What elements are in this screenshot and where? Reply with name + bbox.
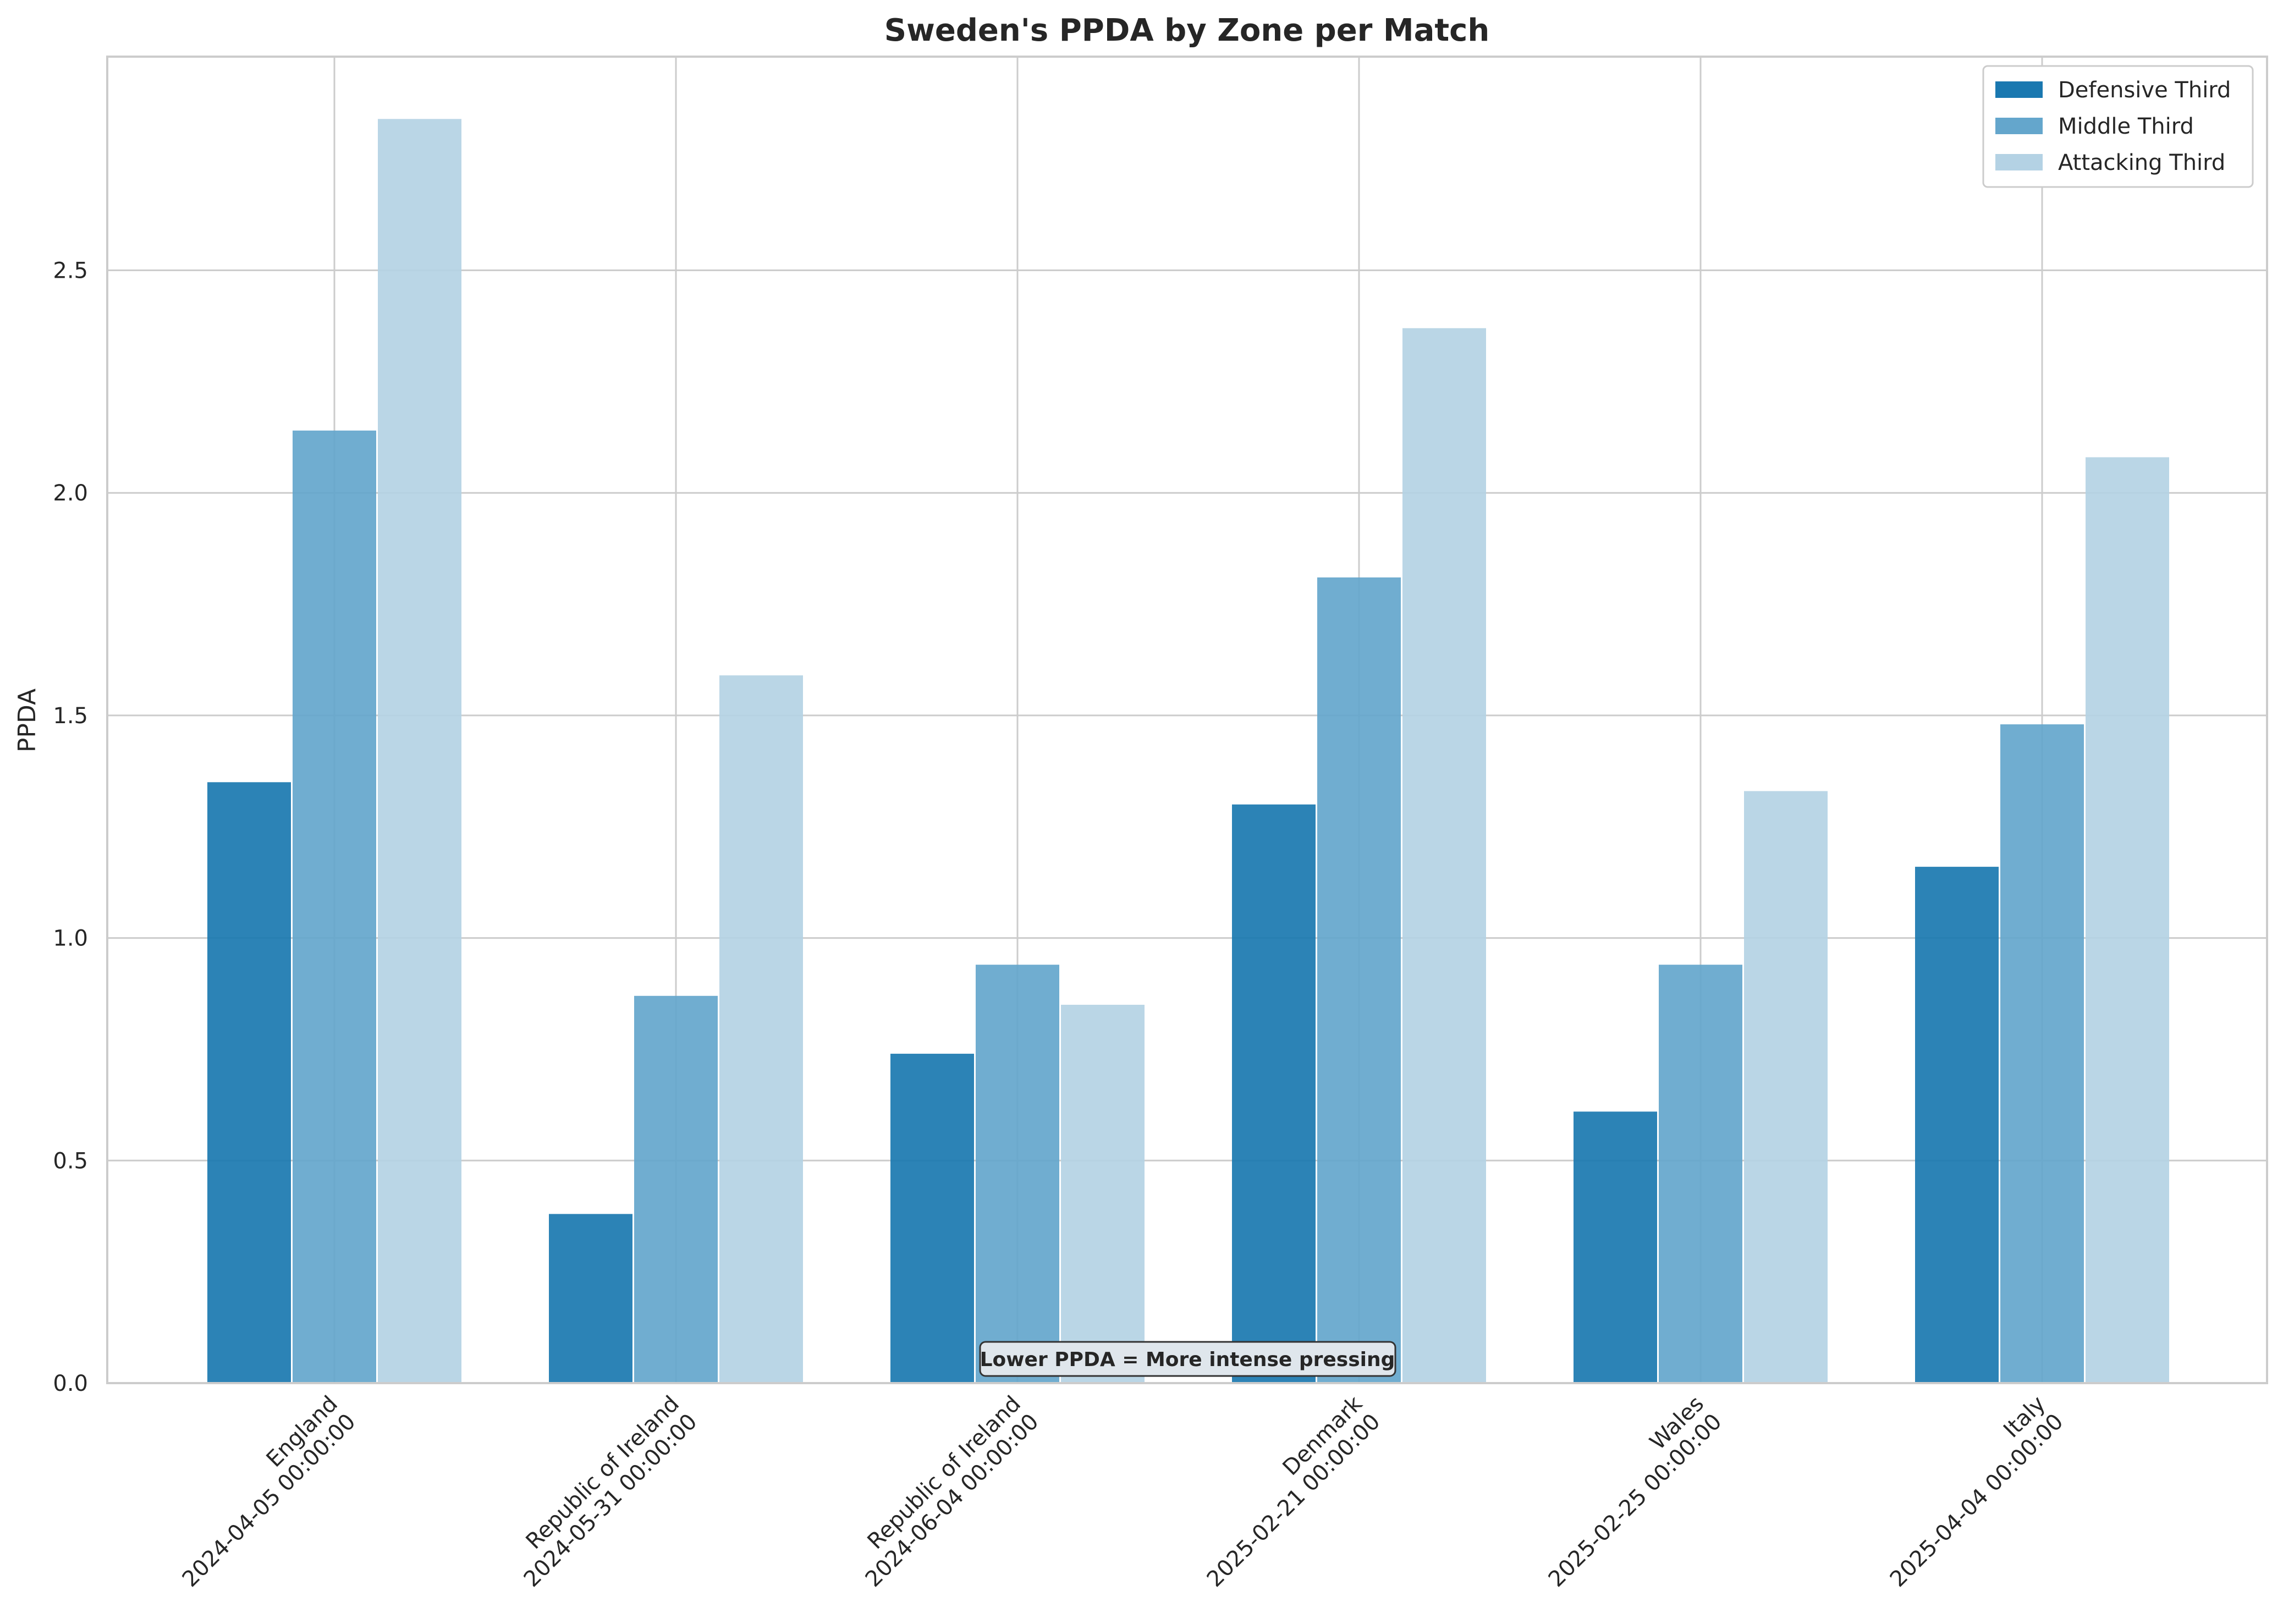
x-tick-label-date: 2025-02-21 00:00:00 [1202, 1409, 1385, 1592]
legend-frame [1982, 65, 2254, 188]
y-tick-labels: 0.0 0.5 1.0 1.5 2.0 2.5 [53, 258, 88, 1396]
legend-swatch [1995, 81, 2043, 98]
bar-middle-third [634, 995, 718, 1383]
y-tick-label: 0.0 [53, 1371, 88, 1396]
bar-attacking-third [378, 119, 461, 1383]
legend-swatch [1995, 118, 2043, 134]
x-tick-label-team: Republic of Ireland [521, 1391, 684, 1554]
bar-attacking-third [2086, 457, 2169, 1384]
x-tick-label-date: 2024-06-04 00:00:00 [861, 1409, 1044, 1592]
bar-attacking-third [1744, 791, 1828, 1383]
legend-swatch [1995, 154, 2043, 170]
annotation-background [979, 1341, 1396, 1377]
annotation-text: Lower PPDA = More intense pressing [980, 1348, 1395, 1371]
legend-label: Middle Third [2058, 114, 2194, 139]
y-tick-label: 1.0 [53, 926, 88, 951]
x-tick-label-date: 2024-05-31 00:00:00 [519, 1409, 702, 1592]
chart-title: Sweden's PPDA by Zone per Match [884, 13, 1489, 48]
bar-attacking-third [1061, 1005, 1145, 1383]
legend: Defensive Third Middle Third Attacking Thi… [1982, 65, 2254, 188]
x-tick-label-date: 2025-02-25 00:00:00 [1544, 1409, 1727, 1592]
bar-defensive-third [1232, 804, 1316, 1383]
bar-defensive-third [890, 1054, 974, 1383]
plot-background [107, 57, 2267, 1383]
legend-label: Attacking Third [2058, 150, 2225, 175]
bar-attacking-third [1402, 328, 1486, 1383]
bar-defensive-third [207, 782, 291, 1383]
y-tick-label: 2.5 [53, 258, 88, 284]
bar-defensive-third [1574, 1111, 1657, 1383]
y-tick-label: 1.5 [53, 703, 88, 729]
y-axis-label: PPDA [13, 689, 41, 752]
y-tick-label: 2.0 [53, 481, 88, 506]
bar-defensive-third [549, 1214, 632, 1383]
bar-defensive-third [1915, 867, 1999, 1383]
bar-middle-third [976, 965, 1059, 1383]
bars-group [207, 119, 2169, 1384]
legend-label: Defensive Third [2058, 78, 2231, 103]
x-tick-label-date: 2024-04-05 00:00:00 [178, 1409, 361, 1592]
bar-attacking-third [719, 675, 803, 1383]
bar-middle-third [2000, 724, 2084, 1383]
bar-middle-third [1659, 965, 1742, 1383]
annotation-box: Lower PPDA = More intense pressing [979, 1341, 1396, 1377]
x-tick-label-team: Republic of Ireland [863, 1391, 1026, 1554]
plot-frame [106, 56, 2268, 1384]
bar-middle-third [1317, 577, 1401, 1383]
y-tick-label: 0.5 [53, 1148, 88, 1174]
bar-middle-third [293, 430, 376, 1384]
x-tick-label-date: 2025-04-04 00:00:00 [1885, 1409, 2069, 1592]
